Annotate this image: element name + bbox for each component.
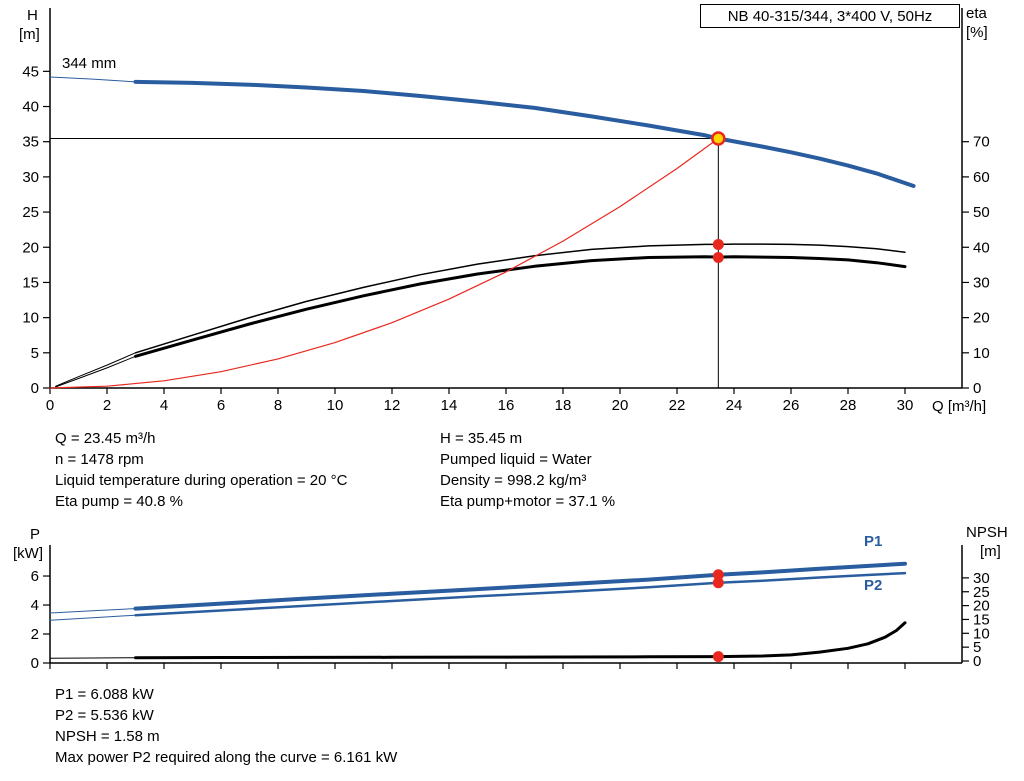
y-right-tick-label: 50	[973, 204, 990, 221]
x-tick-label: 20	[612, 397, 629, 414]
p1-curve-label: P1	[864, 533, 883, 550]
info-line-pumped-liquid: Pumped liquid = Water	[440, 451, 592, 468]
y-right-tick-label: 0	[973, 380, 981, 397]
y-left-tick-label: 25	[22, 204, 39, 221]
impeller-diameter-label: 344 mm	[62, 55, 117, 72]
eta-pump-curve	[134, 243, 906, 354]
x-tick-label: 4	[160, 397, 168, 414]
npsh-curve-lead-in	[49, 657, 136, 659]
p2-curve	[134, 571, 907, 617]
y-axis-title-p: P	[30, 526, 41, 543]
info-line-density: Density = 998.2 kg/m³	[440, 472, 587, 489]
x-tick-label: 6	[217, 397, 225, 414]
p2-curve-lead-in	[49, 614, 136, 621]
y-left-tick-label: 5	[31, 345, 39, 362]
x-tick-label: 24	[726, 397, 743, 414]
operating-point-dot	[712, 577, 724, 589]
info-line-p1: P1 = 6.088 kW	[55, 686, 154, 703]
x-tick-label: 12	[384, 397, 401, 414]
duty-info-right-column: H = 35.45 m Pumped liquid = Water Densit…	[440, 428, 615, 512]
eta-pump-lead-in	[55, 352, 136, 387]
power-info-column: P1 = 6.088 kW P2 = 5.536 kW NPSH = 1.58 …	[55, 684, 397, 768]
system-curve	[49, 137, 719, 389]
x-tick-label: 2	[103, 397, 111, 414]
x-tick-label: 18	[555, 397, 572, 414]
eta-pump-motor-curve	[134, 255, 907, 358]
x-tick-label: 16	[498, 397, 515, 414]
info-line-eta-pump: Eta pump = 40.8 %	[55, 493, 183, 510]
y-right-tick-label: 0	[973, 653, 981, 670]
y-right-tick-label: 30	[973, 274, 990, 291]
y-left-tick-label: 0	[31, 380, 39, 397]
duty-point-marker	[711, 131, 726, 146]
x-tick-label: 28	[840, 397, 857, 414]
operating-point-dot	[712, 238, 724, 250]
info-line-liquid-temp: Liquid temperature during operation = 20…	[55, 472, 348, 489]
x-tick-label: 0	[46, 397, 54, 414]
y-right-tick-label: 30	[973, 570, 990, 587]
y-left-tick-label: 35	[22, 134, 39, 151]
y-axis-title-h-unit: [m]	[19, 26, 40, 43]
y-left-tick-label: 2	[31, 626, 39, 643]
y-left-tick-label: 6	[31, 568, 39, 585]
x-tick-label: 8	[274, 397, 282, 414]
y-left-tick-label: 15	[22, 274, 39, 291]
y-axis-title-eta: eta	[966, 5, 987, 22]
operating-point-dot	[712, 251, 724, 263]
info-line-q: Q = 23.45 m³/h	[55, 430, 156, 447]
npsh-curve	[134, 621, 907, 660]
info-line-npsh: NPSH = 1.58 m	[55, 728, 160, 745]
y-left-tick-label: 40	[22, 99, 39, 116]
y-left-tick-label: 20	[22, 239, 39, 256]
y-axis-title-npsh-unit: [m]	[980, 543, 1001, 560]
x-tick-label: 30	[897, 397, 914, 414]
p1-curve-lead-in	[49, 608, 136, 614]
y-left-tick-label: 45	[22, 63, 39, 80]
x-tick-label: 26	[783, 397, 800, 414]
x-tick-label: 14	[441, 397, 458, 414]
y-right-tick-label: 70	[973, 134, 990, 151]
y-right-tick-label: 20	[973, 598, 990, 615]
y-right-tick-label: 25	[973, 584, 990, 601]
info-line-h: H = 35.45 m	[440, 430, 523, 447]
x-tick-label: 10	[327, 397, 344, 414]
y-axis-title-npsh: NPSH	[966, 524, 1008, 541]
x-axis-title-q: Q [m³/h]	[932, 398, 987, 415]
info-line-p2: P2 = 5.536 kW	[55, 707, 154, 724]
y-axis-title-eta-unit: [%]	[966, 24, 988, 41]
y-right-tick-label: 15	[973, 611, 990, 628]
info-line-eta-pump-motor: Eta pump+motor = 37.1 %	[440, 493, 616, 510]
y-left-tick-label: 4	[31, 597, 39, 614]
y-right-tick-label: 10	[973, 625, 990, 642]
y-right-tick-label: 5	[973, 639, 981, 656]
pump-curve-344mm	[133, 79, 916, 188]
p2-curve-label: P2	[864, 577, 883, 594]
info-line-speed: n = 1478 rpm	[55, 451, 144, 468]
y-left-tick-label: 10	[22, 310, 39, 327]
y-left-tick-label: 0	[31, 655, 39, 672]
info-line-max-power: Max power P2 required along the curve = …	[55, 749, 398, 766]
qh-eta-chart: 0 2 4 6 8 10 12 14 16 18 20 22 24 26 28 300510152025303…	[22, 8, 990, 414]
y-right-tick-label: 40	[973, 239, 990, 256]
y-axis-title-p-unit: [kW]	[13, 545, 43, 562]
x-tick-label: 22	[669, 397, 686, 414]
operating-point-dot	[712, 651, 724, 663]
y-right-tick-label: 10	[973, 345, 990, 362]
y-right-tick-label: 60	[973, 169, 990, 186]
y-left-tick-label: 30	[22, 169, 39, 186]
y-right-tick-label: 20	[973, 310, 990, 327]
duty-info-left-column: Q = 23.45 m³/h n = 1478 rpm Liquid tempe…	[55, 428, 347, 512]
pump-type-title: NB 40-315/344, 3*400 V, 50Hz	[727, 7, 933, 25]
eta-pump-motor-lead-in	[55, 355, 136, 388]
y-axis-title-h: H	[27, 7, 38, 24]
p1-curve	[133, 561, 907, 611]
pump-curve-lead-in	[49, 76, 136, 83]
pump-type-title-box: NB 40-315/344, 3*400 V, 50Hz	[700, 4, 960, 28]
